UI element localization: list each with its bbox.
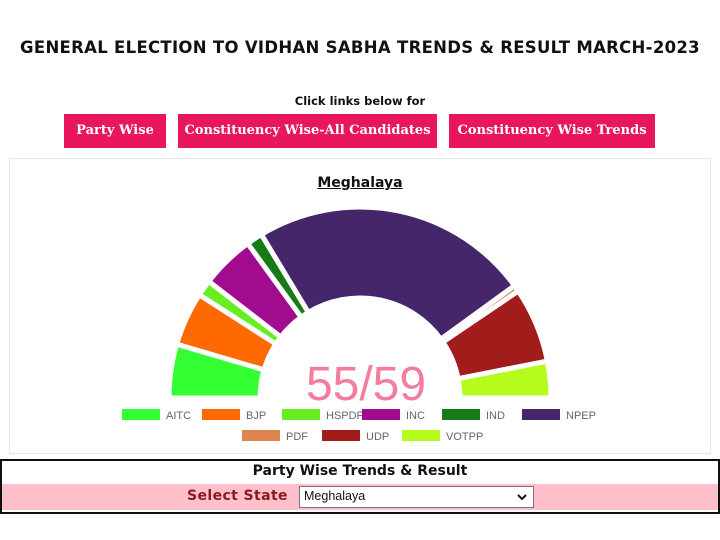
legend-swatch-npep[interactable] [522,409,560,420]
state-select[interactable]: Meghalaya [299,486,534,508]
legend-label-udp[interactable]: UDP [366,431,389,443]
legend-label-aitc[interactable]: AITC [166,410,191,422]
legend-label-bjp[interactable]: BJP [246,410,266,422]
select-state-label: Select State [187,488,288,504]
click-links-label: Click links below for [294,94,426,108]
legend-swatch-bjp[interactable] [202,409,240,420]
legend-label-votpp[interactable]: VOTPP [446,431,483,443]
legend-label-ind[interactable]: IND [486,410,505,422]
party-wise-button[interactable]: Party Wise [64,114,166,148]
legend-label-hspdp[interactable]: HSPDP [326,410,364,422]
constituency-wise-trends-button[interactable]: Constituency Wise Trends [449,114,655,148]
seat-arc-npep[interactable] [257,204,519,343]
seat-count-label: 55/59 [306,358,426,411]
constituency-wise-all-candidates-button[interactable]: Constituency Wise-All Candidates [178,114,437,148]
legend-label-npep[interactable]: NPEP [566,410,596,422]
legend-label-pdf[interactable]: PDF [286,431,308,443]
chart-state-title[interactable]: Meghalaya [317,175,403,191]
legend-swatch-votpp[interactable] [402,430,440,441]
legend-swatch-pdf[interactable] [242,430,280,441]
page-title: GENERAL ELECTION TO VIDHAN SABHA TRENDS … [20,38,700,57]
results-title: Party Wise Trends & Result [252,463,468,479]
chevron-down-icon [517,494,527,501]
results-panel: Party Wise Trends & Result Select State … [0,459,720,514]
legend-label-inc[interactable]: INC [406,410,425,422]
state-select-row: Select State Meghalaya [2,484,718,510]
legend-swatch-ind[interactable] [442,409,480,420]
legend-swatch-aitc[interactable] [122,409,160,420]
legend-swatch-inc[interactable] [362,409,400,420]
legend-swatch-udp[interactable] [322,430,360,441]
seat-arc-votpp[interactable] [455,358,554,401]
state-select-value: Meghalaya [304,489,366,503]
legend-swatch-hspdp[interactable] [282,409,320,420]
